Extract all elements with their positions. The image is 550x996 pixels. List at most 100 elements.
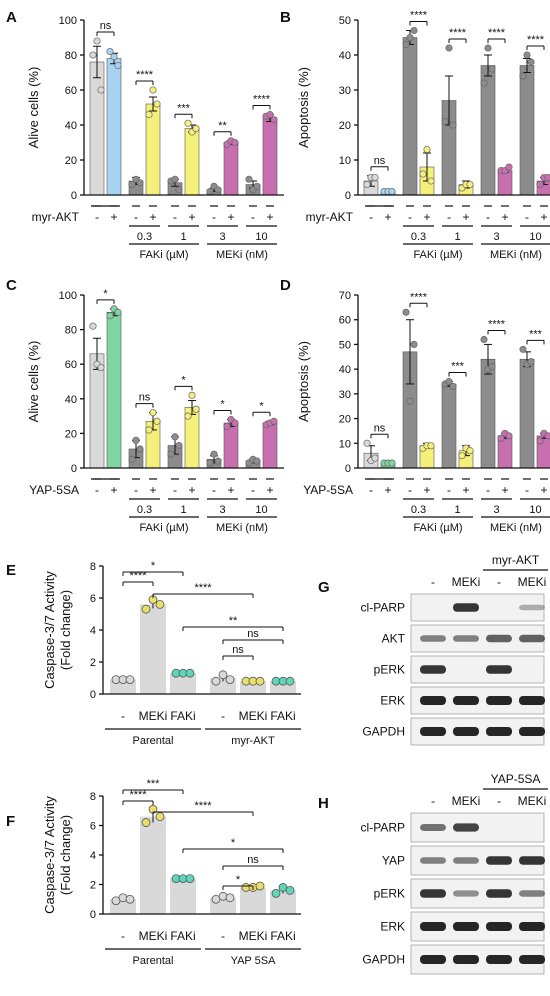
data-point — [225, 675, 235, 684]
y-tick-label: 20 — [339, 414, 351, 426]
bar — [184, 128, 200, 196]
protein-band — [519, 634, 545, 643]
drug-label: FAKi (µM) — [139, 522, 188, 534]
data-point — [184, 412, 192, 420]
y-tick-label: 60 — [339, 315, 351, 327]
data-point — [402, 308, 410, 316]
data-point — [406, 397, 414, 405]
significance-label: ** — [229, 615, 238, 627]
data-point — [231, 138, 239, 147]
data-point — [285, 676, 295, 686]
data-point — [225, 893, 235, 903]
treatment-label: myr-AKT — [32, 210, 80, 224]
data-point — [488, 363, 496, 371]
y-tick-label: 4 — [90, 625, 96, 637]
data-point — [145, 110, 153, 119]
panel-letter: C — [6, 277, 17, 294]
data-point — [445, 377, 453, 386]
y-tick-label: 0 — [90, 909, 96, 921]
category-label: - — [221, 709, 225, 723]
group-label: myr-AKT — [231, 735, 275, 747]
y-axis-label: (Fold change) — [58, 590, 73, 670]
sign-label: + — [384, 210, 391, 224]
protein-label: GAPDH — [362, 725, 405, 739]
significance-label: ns — [232, 644, 244, 656]
dose-label: 3 — [219, 504, 225, 516]
data-point — [406, 33, 414, 42]
data-point — [466, 180, 474, 189]
lane-label: MEKi — [518, 575, 547, 589]
sign-label: + — [384, 483, 391, 497]
data-point — [155, 600, 165, 609]
dose-label: 3 — [219, 231, 225, 243]
y-tick-label: 80 — [65, 325, 77, 337]
data-point — [145, 426, 153, 434]
lane-label: MEKi — [518, 794, 547, 808]
y-tick-label: 10 — [339, 438, 351, 450]
significance-label: **** — [253, 94, 271, 106]
sign-label: - — [447, 210, 451, 224]
data-point — [253, 457, 261, 465]
y-tick-label: 8 — [90, 791, 96, 803]
protein-band — [453, 727, 479, 736]
dose-label: 0.3 — [411, 504, 426, 516]
data-point — [89, 51, 97, 59]
data-point — [89, 322, 97, 330]
sign-label: + — [266, 483, 273, 497]
dose-label: 3 — [493, 504, 499, 516]
group-label: Parental — [133, 955, 174, 967]
data-point — [245, 175, 253, 183]
data-point — [427, 177, 435, 185]
sign-label: - — [525, 483, 529, 497]
data-point — [141, 604, 151, 614]
data-point — [188, 391, 196, 399]
dose-label: 10 — [529, 231, 541, 243]
protein-label: pERK — [374, 663, 405, 677]
significance-label: ** — [218, 120, 227, 132]
data-point — [218, 670, 228, 680]
sign-label: - — [447, 483, 451, 497]
sign-label: - — [486, 210, 490, 224]
protein-label: ERK — [380, 920, 405, 934]
significance-label: *** — [529, 328, 543, 340]
data-point — [171, 433, 179, 441]
data-point — [192, 405, 200, 413]
data-point — [402, 40, 410, 49]
significance-label: * — [103, 288, 108, 300]
data-point — [97, 86, 105, 94]
significance-label: *** — [451, 361, 465, 373]
sign-label: - — [95, 210, 99, 224]
significance-label: * — [220, 399, 225, 411]
blot-header: myr-AKT — [492, 553, 540, 567]
group-label: Parental — [133, 735, 174, 747]
data-point — [480, 79, 488, 87]
protein-band — [453, 857, 479, 864]
protein-label: cl-PARP — [361, 601, 405, 615]
data-point — [153, 100, 161, 108]
y-axis-label: Apoptosis (%) — [296, 67, 311, 148]
data-point — [466, 447, 474, 455]
sign-label: - — [173, 210, 177, 224]
significance-label: **** — [194, 800, 212, 812]
data-point — [118, 893, 128, 903]
dose-label: 1 — [454, 504, 460, 516]
lane-label: - — [497, 575, 501, 589]
sign-label: + — [110, 210, 117, 224]
data-point — [210, 450, 218, 458]
data-point — [410, 26, 418, 35]
significance-label: **** — [129, 570, 147, 582]
data-point — [125, 675, 135, 684]
data-point — [155, 812, 165, 822]
data-point — [114, 61, 122, 70]
data-point — [270, 417, 278, 425]
data-point — [211, 676, 221, 686]
bar — [262, 117, 278, 196]
data-point — [410, 340, 418, 348]
dose-label: 0.3 — [137, 231, 152, 243]
bar — [480, 358, 496, 469]
panel-letter: F — [6, 813, 15, 830]
panel-G: myr-AKT - MEKi - MEKi cl-PARP AKT pERK ERK GAPDH — [361, 553, 548, 746]
data-point — [185, 874, 195, 883]
